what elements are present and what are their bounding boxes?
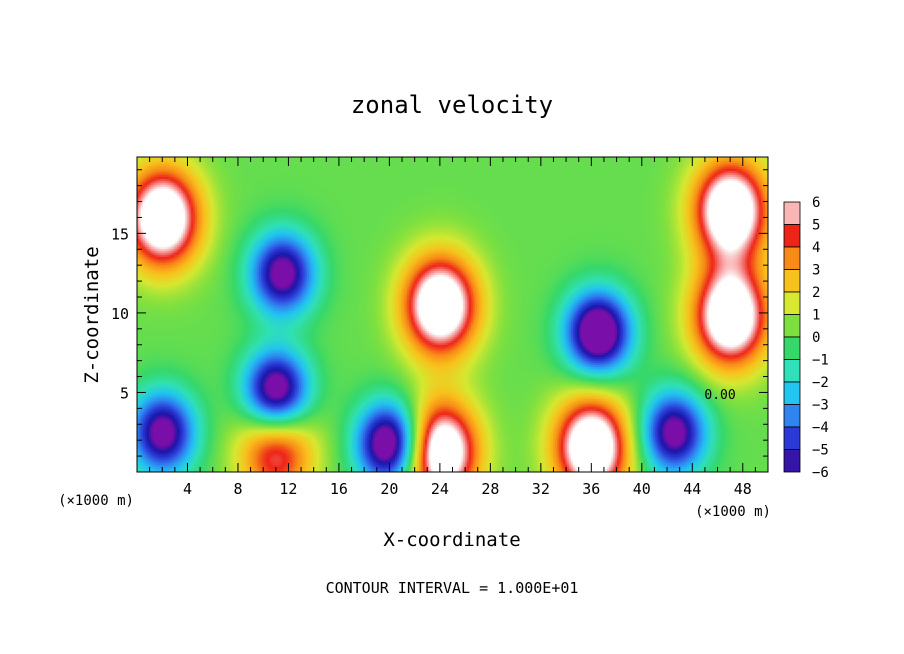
colorbar-cell [783, 269, 801, 293]
x-unit-left: (×1000 m) [58, 493, 134, 509]
x-tick-label: 4 [183, 480, 192, 498]
colorbar-label: −1 [812, 353, 829, 369]
colorbar-label: −6 [812, 465, 829, 481]
colorbar: 6 5 4 3 2 1 0 −1 −2 −3 −4 −5 −6 [783, 195, 829, 481]
plot-area: 0.00 [137, 157, 768, 472]
colorbar-label: 2 [812, 285, 820, 301]
colorbar-label: −2 [812, 375, 829, 391]
colorbar-label: −5 [812, 443, 829, 459]
colorbar-cell [783, 381, 801, 405]
x-tick-label: 28 [481, 480, 499, 498]
colorbar-cell [783, 201, 801, 225]
colorbar-label: 3 [812, 263, 820, 279]
x-tick-label: 8 [233, 480, 242, 498]
x-tick-label: 16 [330, 480, 348, 498]
contour-label: 0.00 [704, 388, 735, 403]
colorbar-label: 0 [812, 330, 820, 346]
colorbar-cell [783, 426, 801, 450]
x-tick-label: 20 [380, 480, 398, 498]
x-tick-label: 48 [734, 480, 752, 498]
y-axis-label: Z-coordinate [81, 246, 103, 383]
colorbar-cell [783, 291, 801, 315]
y-tick-label: 5 [120, 384, 129, 402]
colorbar-label: −4 [812, 420, 829, 436]
y-tick-label: 15 [111, 225, 129, 243]
heatmap-field [137, 157, 768, 472]
colorbar-cell [783, 404, 801, 428]
colorbar-label: 6 [812, 195, 820, 211]
colorbar-cell [783, 224, 801, 248]
colorbar-cell [783, 336, 801, 360]
colorbar-label: −3 [812, 398, 829, 414]
x-axis-label: X-coordinate [383, 529, 520, 551]
contour-interval-note: CONTOUR INTERVAL = 1.000E+01 [326, 579, 579, 597]
colorbar-label: 5 [812, 218, 820, 234]
colorbar-cell [783, 359, 801, 383]
x-tick-label: 40 [633, 480, 651, 498]
colorbar-cell [783, 449, 801, 473]
x-tick-label: 12 [279, 480, 297, 498]
colorbar-label: 4 [812, 240, 820, 256]
x-tick-label: 44 [683, 480, 701, 498]
x-tick-label: 24 [431, 480, 449, 498]
colorbar-label: 1 [812, 308, 820, 324]
chart-title: zonal velocity [351, 91, 553, 119]
x-unit-right: (×1000 m) [695, 504, 771, 520]
x-tick-label: 32 [532, 480, 550, 498]
x-tick-label: 36 [582, 480, 600, 498]
colorbar-cell [783, 314, 801, 338]
colorbar-cell [783, 246, 801, 270]
y-tick-label: 10 [111, 305, 129, 323]
